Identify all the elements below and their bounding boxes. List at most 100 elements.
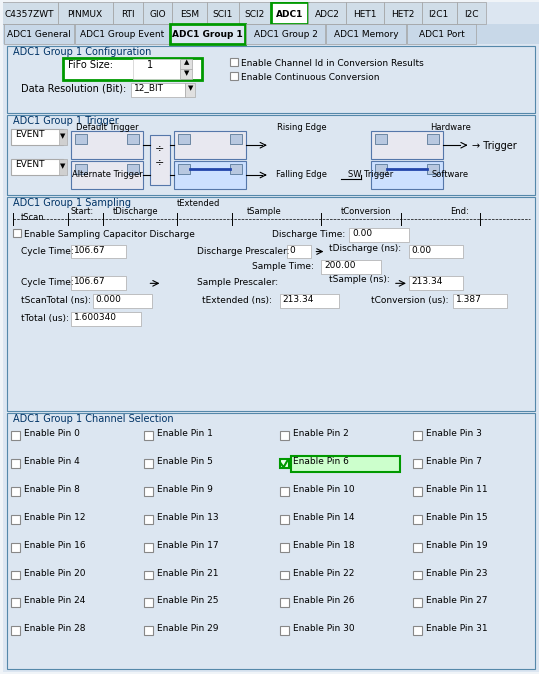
Text: Enable Pin 23: Enable Pin 23 <box>426 569 487 578</box>
Text: Start:: Start: <box>71 207 94 216</box>
Bar <box>230 71 238 80</box>
Text: ADC1 General: ADC1 General <box>8 30 71 39</box>
Bar <box>291 456 400 472</box>
Bar <box>142 2 172 24</box>
Bar <box>308 2 346 24</box>
Bar <box>58 2 113 24</box>
Bar <box>133 59 180 79</box>
Text: Enable Pin 8: Enable Pin 8 <box>24 485 80 494</box>
Bar <box>11 599 20 607</box>
Bar <box>375 134 387 144</box>
Text: Enable Pin 9: Enable Pin 9 <box>157 485 213 494</box>
Bar <box>144 570 154 580</box>
Text: RTI: RTI <box>121 9 134 19</box>
Text: Enable Pin 30: Enable Pin 30 <box>293 624 354 633</box>
Text: Cycle Time:: Cycle Time: <box>21 247 74 255</box>
Bar <box>4 24 74 44</box>
Text: End:: End: <box>451 207 469 216</box>
Text: Enable Pin 29: Enable Pin 29 <box>157 624 219 633</box>
Bar <box>427 134 439 144</box>
Text: tScan: tScan <box>21 213 45 222</box>
Text: 0.00: 0.00 <box>412 245 432 255</box>
Bar <box>230 58 238 65</box>
Text: GIO: GIO <box>149 9 165 19</box>
Bar <box>130 83 185 96</box>
Bar <box>413 599 421 607</box>
Bar <box>413 487 421 496</box>
Bar <box>230 134 242 144</box>
Text: Alternate Trigger: Alternate Trigger <box>72 170 143 179</box>
Bar <box>413 570 421 580</box>
Text: 12_BIT: 12_BIT <box>134 84 163 92</box>
Bar <box>453 295 507 308</box>
Bar <box>3 24 539 44</box>
Bar <box>8 197 535 410</box>
Bar <box>75 134 87 144</box>
Text: HET1: HET1 <box>354 9 377 19</box>
Text: ▼: ▼ <box>184 69 189 75</box>
Bar <box>11 431 20 440</box>
Bar <box>349 228 409 241</box>
Text: Enable Pin 19: Enable Pin 19 <box>426 541 487 550</box>
Text: Enable Channel Id in Conversion Results: Enable Channel Id in Conversion Results <box>241 59 424 68</box>
Text: ADC1 Group 1 Configuration: ADC1 Group 1 Configuration <box>13 47 151 57</box>
Bar <box>59 129 67 145</box>
Text: Cycle Time:: Cycle Time: <box>21 278 74 287</box>
Text: Enable Pin 3: Enable Pin 3 <box>426 429 481 438</box>
Bar <box>280 626 288 635</box>
Text: Hardware: Hardware <box>430 123 471 132</box>
Bar <box>230 164 242 174</box>
Text: Enable Pin 17: Enable Pin 17 <box>157 541 219 550</box>
Text: Enable Pin 20: Enable Pin 20 <box>24 569 86 578</box>
Bar <box>8 115 535 195</box>
Text: EVENT: EVENT <box>15 130 45 140</box>
Bar <box>144 431 154 440</box>
Bar <box>11 570 20 580</box>
Text: Discharge Prescaler:: Discharge Prescaler: <box>197 247 289 255</box>
Bar <box>413 431 421 440</box>
Text: EVENT: EVENT <box>15 160 45 169</box>
Text: Enable Pin 6: Enable Pin 6 <box>293 457 348 466</box>
Text: Enable Pin 13: Enable Pin 13 <box>157 513 219 522</box>
Text: Enable Pin 0: Enable Pin 0 <box>24 429 80 438</box>
Text: Discharge Time:: Discharge Time: <box>272 230 345 239</box>
Bar <box>384 2 421 24</box>
Text: 213.34: 213.34 <box>412 278 443 286</box>
Text: Enable Pin 27: Enable Pin 27 <box>426 596 487 605</box>
Text: 200.00: 200.00 <box>324 262 356 270</box>
Text: tDischarge (ns):: tDischarge (ns): <box>329 243 402 253</box>
Text: Enable Pin 15: Enable Pin 15 <box>426 513 487 522</box>
Bar <box>75 24 169 44</box>
Text: Enable Pin 21: Enable Pin 21 <box>157 569 219 578</box>
Text: SCI1: SCI1 <box>213 9 233 19</box>
Bar <box>174 161 246 189</box>
Bar <box>280 431 288 440</box>
Text: ADC1 Group 1: ADC1 Group 1 <box>172 30 243 39</box>
Bar <box>185 83 195 96</box>
Text: tTotal (us):: tTotal (us): <box>21 314 69 323</box>
Bar <box>407 24 476 44</box>
Bar <box>11 159 63 175</box>
Bar <box>59 159 67 175</box>
Bar <box>371 131 443 159</box>
Text: Enable Pin 28: Enable Pin 28 <box>24 624 86 633</box>
Bar <box>71 276 126 290</box>
Bar <box>409 245 464 259</box>
Bar <box>375 164 387 174</box>
Text: tExtended (ns):: tExtended (ns): <box>202 297 272 305</box>
Bar <box>457 2 486 24</box>
Text: 106.67: 106.67 <box>74 278 106 286</box>
Bar <box>178 164 190 174</box>
Bar <box>71 161 142 189</box>
Text: SCI2: SCI2 <box>245 9 265 19</box>
Bar <box>246 24 326 44</box>
Text: 0.00: 0.00 <box>352 228 372 238</box>
Text: Enable Pin 1: Enable Pin 1 <box>157 429 213 438</box>
Bar <box>413 515 421 524</box>
Text: HET2: HET2 <box>391 9 414 19</box>
Bar <box>280 295 339 308</box>
Bar <box>271 2 308 24</box>
Bar <box>170 24 245 44</box>
Bar <box>180 69 192 79</box>
Text: ADC1: ADC1 <box>276 9 303 19</box>
